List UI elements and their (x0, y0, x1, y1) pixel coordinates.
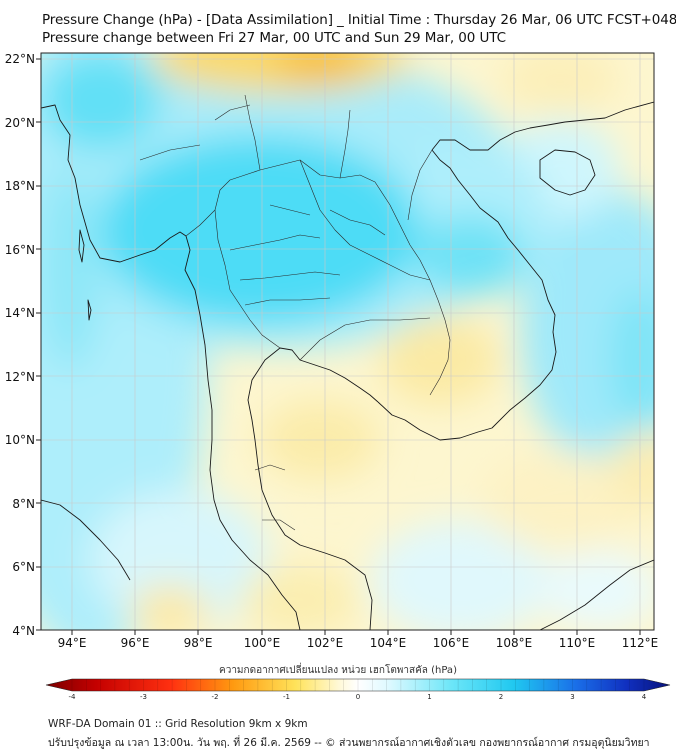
colorbar-tick-label: 4 (642, 693, 647, 701)
lat-label: 22°N (5, 52, 35, 66)
chart-subtitle: Pressure change between Fri 27 Mar, 00 U… (42, 30, 506, 46)
colorbar-label: ความกดอากาศเปลี่ยนแปลง หน่วย เฮกโตพาสคัล… (219, 665, 457, 676)
coastlines (41, 101, 654, 630)
lat-label: 16°N (5, 243, 35, 257)
lon-label: 106°E (433, 636, 470, 650)
lon-label: 96°E (121, 636, 150, 650)
colorbar-tick-label: -3 (140, 693, 147, 701)
lat-label: 12°N (5, 370, 35, 384)
lat-label: 4°N (12, 624, 35, 638)
lon-label: 104°E (370, 636, 407, 650)
lon-label: 112°E (622, 636, 659, 650)
lat-label: 18°N (5, 179, 35, 193)
colorbar-tick-label: -1 (283, 693, 290, 701)
lon-label: 110°E (559, 636, 596, 650)
borders (139, 94, 451, 531)
map-frame (40, 52, 655, 631)
lat-label: 8°N (12, 497, 35, 511)
colorbar-bar (45, 678, 671, 692)
lon-label: 108°E (496, 636, 533, 650)
colorbar-tick-label: 3 (570, 693, 574, 701)
colorbar-tick-label: -4 (69, 693, 77, 701)
lon-label: 98°E (184, 636, 213, 650)
map-gridlines (41, 53, 654, 630)
model-info: WRF-DA Domain 01 :: Grid Resolution 9km … (48, 718, 308, 730)
lat-label: 10°N (5, 433, 35, 447)
lon-label: 94°E (58, 636, 87, 650)
colorbar-tick-label: -2 (212, 693, 219, 701)
lat-label: 14°N (5, 306, 35, 320)
lat-label: 6°N (12, 560, 35, 574)
longitude-labels: 94°E 96°E 98°E 100°E 102°E 104°E 106°E 1… (58, 636, 659, 650)
axis-ticks (36, 58, 641, 635)
colorbar: -4 -3 -2 -1 0 1 2 3 4 (45, 678, 671, 701)
colorbar-tick-label: 1 (427, 693, 431, 701)
lon-label: 100°E (244, 636, 281, 650)
pressure-field (41, 53, 654, 630)
lat-label: 20°N (5, 116, 35, 130)
update-info: ปรับปรุงข้อมูล ณ เวลา 13:00น. วัน พฤ. ที… (48, 737, 650, 749)
lon-label: 102°E (307, 636, 344, 650)
colorbar-tick-label: 0 (356, 693, 360, 701)
latitude-labels: 22°N 20°N 18°N 16°N 14°N 12°N 10°N 8°N 6… (5, 52, 35, 638)
colorbar-tick-label: 2 (499, 693, 503, 701)
chart-title: Pressure Change (hPa) - [Data Assimilati… (42, 12, 676, 28)
colorbar-ticks: -4 -3 -2 -1 0 1 2 3 4 (69, 679, 647, 701)
